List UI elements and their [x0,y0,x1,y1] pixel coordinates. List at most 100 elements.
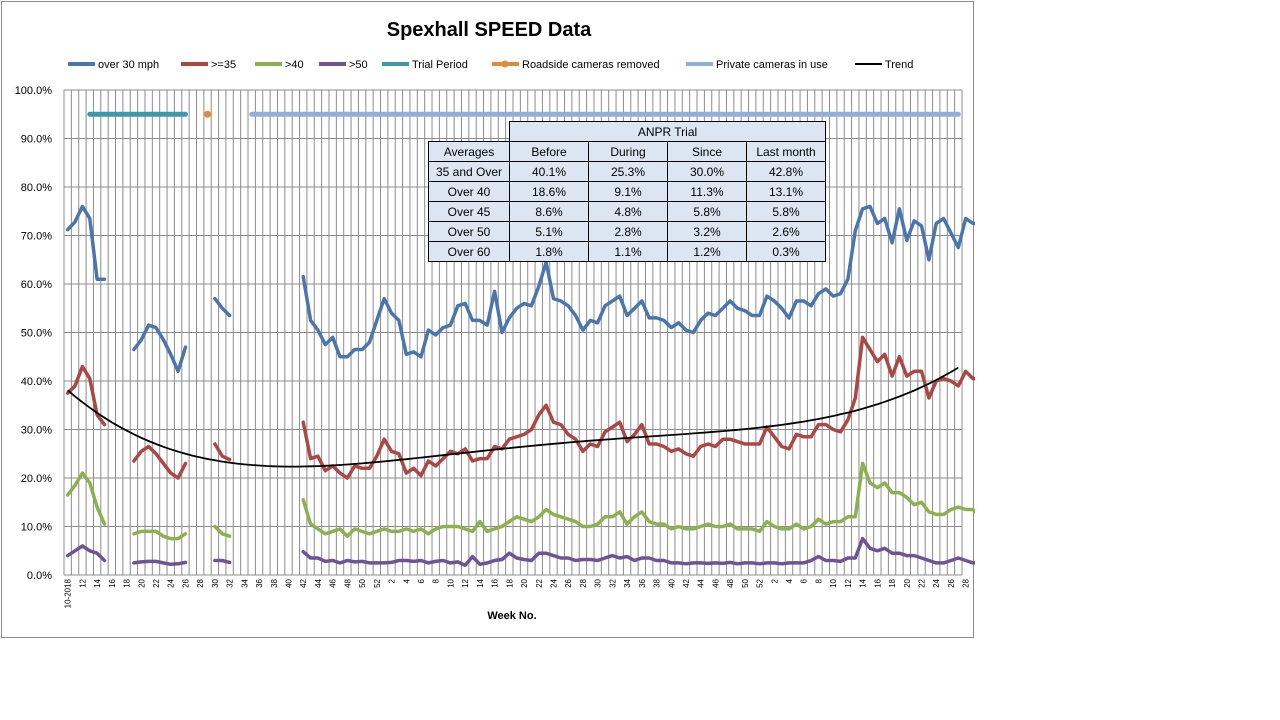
x-tick-label: 40 [285,578,294,587]
table-row: Over 40 18.6% 9.1% 11.3% 13.1% [428,181,826,202]
series-line-gt40 [65,461,975,541]
table-cell: 1.1% [588,241,668,262]
x-tick-label: 40 [667,578,676,587]
x-tick-label: 36 [255,578,264,587]
legend-label-trend: Trend [885,59,913,71]
y-tick-label: 20.0% [21,473,52,485]
x-tick-label: 36 [638,578,647,587]
x-tick-label: 24 [167,578,176,587]
legend-label-gt40: >40 [285,59,304,71]
legend-label-over30: over 30 mph [98,59,159,71]
x-tick-label: 18 [505,578,514,587]
x-tick-label: 16 [108,578,117,587]
y-tick-label: 30.0% [21,425,52,437]
x-tick-label: 26 [181,578,190,587]
x-tick-label: 14 [476,578,485,587]
table-cell: 25.3% [588,161,668,182]
marker-point-removed [204,110,212,118]
series-line-gt50 [65,536,975,568]
legend-label-removed: Roadside cameras removed [522,59,660,71]
y-tick-label: 100.0% [15,85,53,97]
table-cell: Over 50 [428,221,510,242]
legend-label-trial: Trial Period [412,59,468,71]
table-cell: 5.1% [509,221,589,242]
table-column-header: Last month [746,141,826,162]
table-cell: 13.1% [746,181,826,202]
x-tick-label: 26 [564,578,573,587]
series-line-over30 [65,204,975,374]
table-cell: 5.8% [667,201,747,222]
table-row: Over 45 8.6% 4.8% 5.8% 5.8% [428,201,826,222]
table-cell: 1.2% [667,241,747,262]
anpr-table: ANPR Trial Averages Before During Since Last … [428,121,826,262]
x-tick-label: 6 [417,578,426,583]
x-tick-label: 14 [93,578,102,587]
x-tick-label: 50 [741,578,750,587]
legend-marker-removed [501,60,509,68]
x-axis: 10-2018 12 14 16 18 20 22 24 26 28 30 32 34 36 38 40 42 4… [64,578,971,608]
x-tick-label: 46 [711,578,720,587]
y-tick-label: 60.0% [21,279,52,291]
table-cell: 8.6% [509,201,589,222]
x-tick-label: 8 [432,578,441,583]
y-tick-label: 50.0% [21,328,52,340]
x-tick-label: 50 [358,578,367,587]
x-tick-label: 2 [770,578,779,583]
table-cell: 3.2% [667,221,747,242]
x-tick-label: 38 [270,578,279,587]
x-tick-label: 42 [682,578,691,587]
table-cell: 2.6% [746,221,826,242]
y-tick-label: 80.0% [21,182,52,194]
y-tick-label: 90.0% [21,134,52,146]
x-tick-label: 22 [535,578,544,587]
x-tick-label: 18 [123,578,132,587]
x-axis-title: Week No. [487,610,536,622]
y-axis: 0.0% 10.0% 20.0% 30.0% 40.0% 50.0% 60.0% 70.0% 8… [15,85,53,582]
table-column-header: Averages [428,141,510,162]
x-tick-label: 34 [623,578,632,587]
table-cell: 9.1% [588,181,668,202]
table-blank-cell [429,122,510,142]
x-tick-label: 10 [829,578,838,587]
x-tick-label: 44 [314,578,323,587]
table-group-header: ANPR Trial [509,121,826,142]
x-tick-label: 20 [903,578,912,587]
x-tick-label: 48 [343,578,352,587]
table-cell: 4.8% [588,201,668,222]
table-column-header: Since [667,141,747,162]
table-cell: Over 60 [428,241,510,262]
x-tick-label: 2 [388,578,397,583]
x-tick-label: 16 [491,578,500,587]
x-tick-label: 52 [756,578,765,587]
table-cell: 42.8% [746,161,826,182]
series-line-trend [67,366,959,468]
x-tick-label: 20 [137,578,146,587]
x-tick-label: 24 [549,578,558,587]
x-tick-label: 10-2018 [64,578,73,608]
table-cell: 30.0% [667,161,747,182]
x-tick-label: 30 [594,578,603,587]
legend: over 30 mph >=35 >40 >50 Trial Period Roadsid… [68,59,913,71]
x-tick-label: 12 [461,578,470,587]
series-layer [65,110,975,568]
legend-label-ge35: >=35 [211,59,236,71]
x-tick-label: 24 [932,578,941,587]
x-tick-label: 44 [697,578,706,587]
y-tick-label: 40.0% [21,376,52,388]
chart-frame: Spexhall SPEED Data over 30 mph >=35 >40 >5… [1,1,975,638]
x-tick-label: 46 [329,578,338,587]
x-tick-label: 28 [196,578,205,587]
x-tick-label: 14 [859,578,868,587]
x-tick-label: 32 [226,578,235,587]
x-tick-label: 16 [873,578,882,587]
table-cell: 11.3% [667,181,747,202]
table-column-header: During [588,141,668,162]
table-cell: 40.1% [509,161,589,182]
table-cell: 0.3% [746,241,826,262]
table-cell: Over 45 [428,201,510,222]
x-tick-label: 30 [211,578,220,587]
chart-title: Spexhall SPEED Data [387,19,592,41]
x-tick-label: 18 [888,578,897,587]
x-tick-label: 20 [520,578,529,587]
y-tick-label: 70.0% [21,231,52,243]
